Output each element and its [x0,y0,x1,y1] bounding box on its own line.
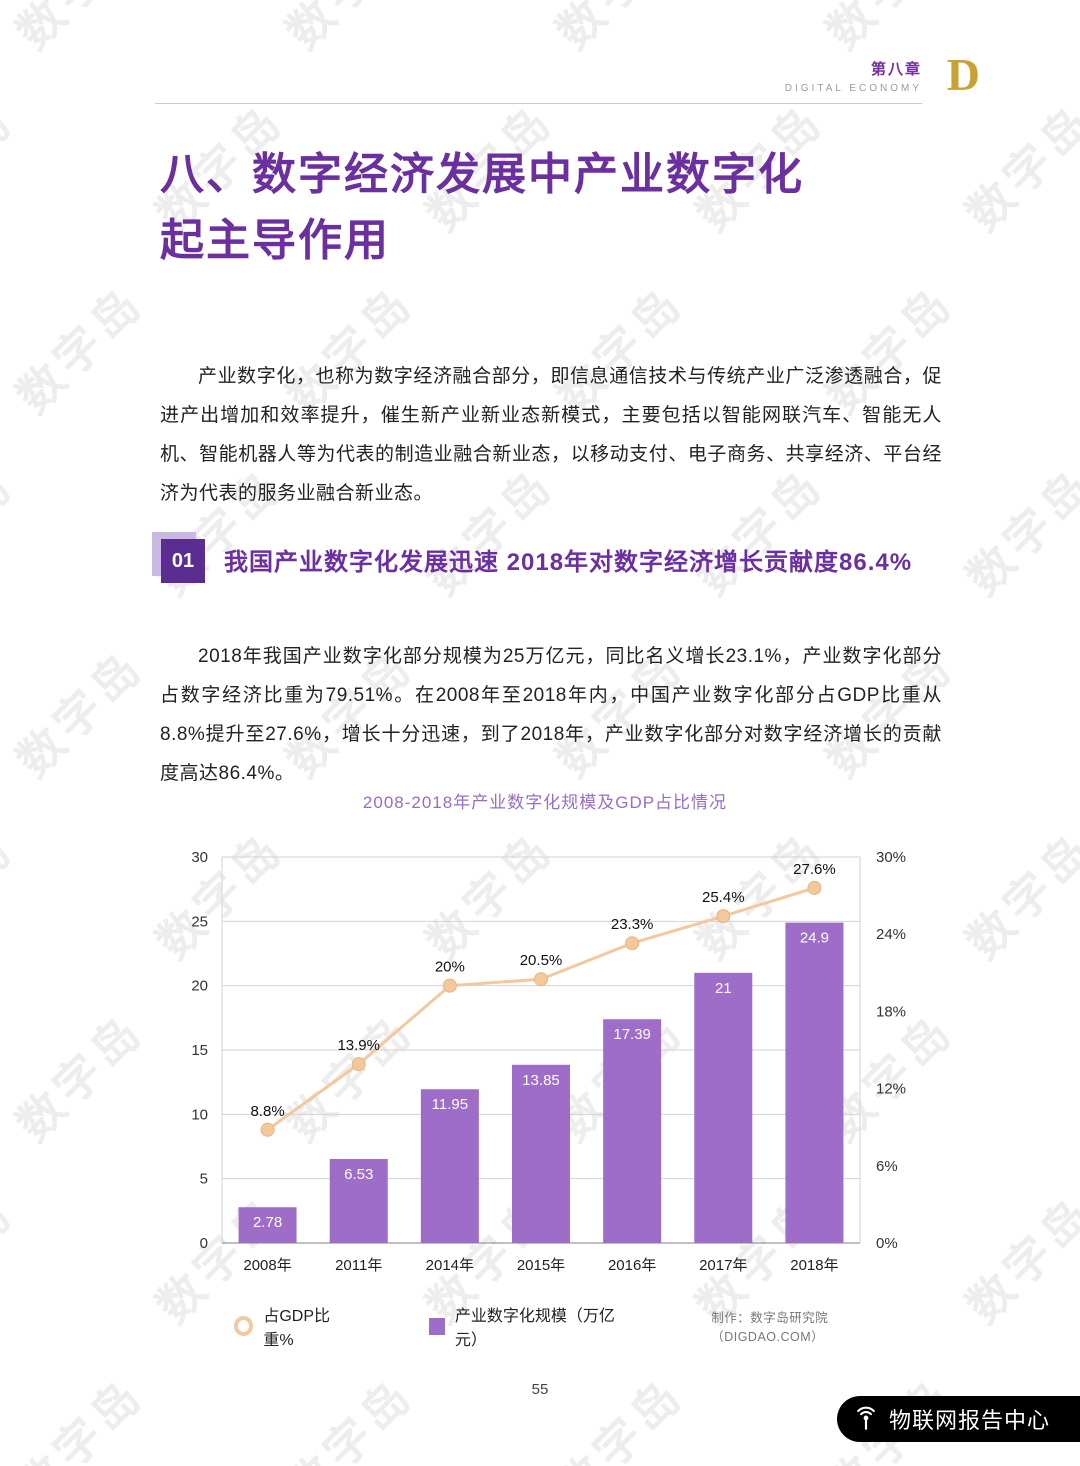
left-axis-tick: 0 [200,1235,208,1252]
line-value-label: 23.3% [611,916,654,933]
right-axis-tick: 12% [876,1081,906,1098]
page-number: 55 [531,1381,549,1398]
watermark-text: 数字岛 [0,1361,156,1466]
x-axis-label: 2017年 [699,1257,747,1274]
line-marker [534,972,548,987]
bar [603,1019,662,1243]
left-axis-tick: 20 [191,978,208,995]
bar [785,922,844,1243]
line-value-label: 20.5% [520,952,563,969]
left-axis-tick: 15 [191,1042,208,1059]
section-number-badge: 01 [161,539,205,583]
x-axis-label: 2015年 [517,1257,565,1274]
chart-legend: 占GDP比重% 产业数字化规模（万亿元） 制作：数字岛研究院（DIGDAO.CO… [160,1302,930,1350]
bar [694,972,753,1243]
legend-label: 产业数字化规模（万亿元） [454,1308,615,1349]
right-axis-tick: 6% [876,1158,898,1175]
page-title-line2: 起主导作用 [160,216,390,265]
line-value-label: 13.9% [337,1037,380,1054]
x-axis-label: 2016年 [608,1257,656,1274]
footer-badge-label: 物联网报告中心 [888,1408,1050,1433]
chapter-title: 第八章 [870,61,922,78]
bar-value-label: 11.95 [432,1096,468,1113]
left-axis-tick: 5 [200,1171,208,1188]
right-axis-tick: 18% [876,1003,906,1020]
watermark-text: 数字岛 [0,1179,26,1336]
chart-block: 2008-2018年产业数字化规模及GDP占比情况 0 5 10 15 20 25 30 0%… [160,788,930,1350]
x-axis-label: 2014年 [426,1257,474,1274]
bar-legend-marker-icon [428,1317,445,1335]
section-title: 我国产业数字化发展迅速 2018年对数字经济增长贡献度86.4% [224,549,913,576]
watermark-text: 数字岛 [0,0,156,61]
bar-value-label: 2.78 [253,1214,282,1231]
bar [420,1089,479,1243]
bar-value-label: 6.53 [344,1166,373,1183]
watermark-text: 数字岛 [0,997,156,1154]
page-title: 八、数字经济发展中产业数字化 起主导作用 [160,142,960,274]
watermark-text: 数字岛 [950,1179,1080,1336]
watermark-text: 数字岛 [0,451,26,608]
watermark-text: 数字岛 [950,87,1080,244]
chart-title: 2008-2018年产业数字化规模及GDP占比情况 [362,793,728,812]
watermark-text: 数字岛 [950,815,1080,972]
line-marker [807,880,822,895]
chart-credit: 制作：数字岛研究院（DIGDAO.COM） [711,1311,829,1344]
antenna-icon [857,1406,875,1430]
bar [329,1158,388,1243]
page-title-line1: 八、数字经济发展中产业数字化 [160,150,804,199]
line-marker [716,909,731,924]
legend-item-gdp-share: 占GDP比重% [234,1302,355,1350]
line-marker [351,1057,366,1072]
watermark-text: 数字岛 [950,451,1080,608]
watermark-text: 数字岛 [540,0,697,61]
line-value-label: 27.6% [793,861,836,878]
body-paragraph: 2018年我国产业数字化部分规模为25万亿元，同比名义增长23.1%，产业数字化… [160,646,942,784]
bar [238,1207,297,1243]
chapter-block: 第八章 DIGITAL ECONOMY [785,58,922,94]
line-marker [260,1122,275,1137]
watermark-text: 数字岛 [0,269,156,426]
line-marker [625,936,640,951]
header-divider [155,103,922,104]
watermark-text: 数字岛 [810,0,967,61]
bar-value-label: 13.85 [522,1072,560,1089]
bar-value-label: 17.39 [613,1026,651,1043]
line-value-label: 25.4% [702,889,745,906]
x-axis-label: 2011年 [335,1257,382,1274]
left-axis-tick: 30 [191,849,208,866]
brand-logo-icon: D [946,49,980,100]
legend-label: 占GDP比重% [263,1308,331,1349]
intro-paragraph: 产业数字化，也称为数字经济融合部分，即信息通信技术与传统产业广泛渗透融合，促进产… [160,366,942,504]
bar-value-label: 21 [715,980,732,997]
line-marker [442,978,457,993]
x-axis-label: 2008年 [243,1257,291,1274]
chapter-subtitle: DIGITAL ECONOMY [784,83,922,94]
line-value-label: 8.8% [250,1103,284,1120]
footer-badge: 物联网报告中心 [836,1396,1080,1442]
line-value-label: 20% [435,959,465,976]
left-axis-tick: 10 [191,1106,208,1123]
watermark-text: 数字岛 [270,0,427,61]
watermark-text: 数字岛 [0,815,26,972]
right-axis-tick: 24% [876,926,906,943]
watermark-text: 数字岛 [0,633,156,790]
watermark-text: 数字岛 [0,87,26,244]
right-axis-tick: 0% [876,1235,898,1252]
right-axis-tick: 30% [876,849,906,866]
combo-chart: 0 5 10 15 20 25 30 0% 6% 12% 18% 24% 30% 2.78 6.53 11.9… [191,849,906,1274]
line-legend-marker-icon [234,1316,254,1336]
x-axis-label: 2018年 [790,1257,838,1274]
left-axis-tick: 25 [191,913,208,930]
bar-value-label: 24.9 [800,930,829,947]
watermark-text: 数字岛 [540,1361,697,1466]
legend-item-scale: 产业数字化规模（万亿元） [428,1302,637,1350]
bar [512,1064,570,1243]
watermark-text: 数字岛 [270,1361,427,1466]
